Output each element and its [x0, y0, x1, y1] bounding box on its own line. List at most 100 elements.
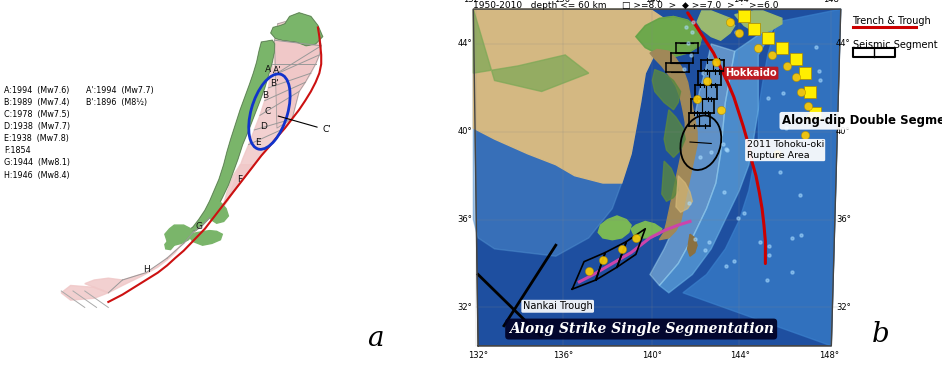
Point: [723, 19, 738, 25]
Polygon shape: [697, 11, 735, 40]
Point: [719, 146, 734, 152]
Text: H: H: [142, 265, 150, 273]
Point: [807, 111, 822, 116]
Text: 148°: 148°: [819, 351, 839, 360]
Point: [682, 201, 697, 206]
Point: [760, 36, 775, 41]
Polygon shape: [474, 9, 669, 183]
Point: [770, 151, 785, 157]
Polygon shape: [735, 11, 782, 33]
Point: [761, 243, 776, 249]
Point: [808, 44, 823, 50]
Text: Hokkaido: Hokkaido: [725, 68, 777, 78]
Polygon shape: [85, 229, 198, 293]
Point: [737, 14, 752, 19]
Point: [595, 257, 610, 263]
Polygon shape: [188, 231, 222, 245]
Text: C: C: [265, 107, 270, 116]
Point: [697, 247, 712, 253]
Point: [760, 37, 775, 43]
Polygon shape: [676, 176, 692, 212]
Text: 36°: 36°: [836, 215, 851, 224]
Point: [688, 236, 703, 242]
Text: G:1944  (Mw8.1): G:1944 (Mw8.1): [4, 158, 70, 168]
Text: 144°: 144°: [733, 0, 754, 4]
Point: [680, 40, 695, 46]
Text: Along Strike Single Segmentation: Along Strike Single Segmentation: [509, 322, 773, 336]
Point: [793, 89, 808, 94]
Text: A':1994  (Mw7.7): A':1994 (Mw7.7): [86, 86, 154, 95]
Point: [798, 132, 813, 138]
Polygon shape: [165, 241, 174, 250]
Point: [812, 77, 827, 83]
Polygon shape: [664, 110, 686, 157]
Polygon shape: [598, 216, 631, 240]
Point: [765, 52, 780, 58]
Polygon shape: [659, 22, 777, 293]
Text: a: a: [367, 325, 384, 352]
Point: [728, 29, 743, 35]
Text: 44°: 44°: [836, 40, 851, 48]
Text: □ >=8.0  >  ◆ >=7.0  >  ·  >=6.0: □ >=8.0 > ◆ >=7.0 > · >=6.0: [622, 1, 778, 10]
Point: [720, 147, 735, 153]
Point: [775, 90, 790, 96]
Text: 136°: 136°: [554, 0, 575, 4]
Polygon shape: [275, 18, 321, 128]
Text: 32°: 32°: [457, 303, 472, 312]
Polygon shape: [636, 16, 702, 57]
Point: [779, 126, 794, 131]
Polygon shape: [61, 285, 108, 300]
Polygon shape: [210, 201, 228, 223]
Text: 136°: 136°: [553, 351, 573, 360]
Point: [793, 232, 808, 238]
Point: [803, 114, 818, 120]
Text: A: A: [266, 65, 271, 74]
Point: [701, 239, 716, 245]
Point: [695, 70, 710, 75]
Text: b: b: [871, 321, 889, 348]
Text: Seismic Segment: Seismic Segment: [853, 40, 937, 50]
Point: [676, 66, 691, 72]
Point: [699, 78, 714, 83]
Text: Nankai Trough: Nankai Trough: [523, 301, 593, 311]
Point: [678, 24, 693, 30]
Text: B:1989  (Mw7.4): B:1989 (Mw7.4): [4, 98, 70, 107]
Point: [785, 235, 800, 241]
Point: [690, 96, 705, 102]
Point: [581, 268, 596, 274]
Point: [792, 192, 807, 198]
Text: 140°: 140°: [644, 0, 665, 4]
Text: 40°: 40°: [457, 127, 472, 136]
Polygon shape: [661, 161, 678, 201]
Polygon shape: [650, 49, 697, 240]
Point: [713, 107, 728, 113]
Text: B': B': [270, 79, 279, 88]
Text: B: B: [262, 92, 268, 100]
Point: [732, 30, 747, 36]
Text: 2011 Tohoku-oki
Rupture Area: 2011 Tohoku-oki Rupture Area: [746, 140, 824, 160]
Text: E:1938  (Mw7.8): E:1938 (Mw7.8): [4, 134, 69, 143]
Text: G: G: [195, 223, 203, 231]
Point: [628, 235, 643, 241]
Polygon shape: [474, 9, 840, 346]
Point: [704, 149, 719, 154]
Polygon shape: [228, 40, 321, 198]
Text: Trench & Trough: Trench & Trough: [853, 16, 932, 26]
Text: C': C': [278, 116, 332, 134]
Point: [759, 277, 774, 283]
Point: [708, 59, 723, 65]
Point: [785, 269, 800, 275]
Point: [684, 52, 699, 58]
Text: B':1896  (M8½): B':1896 (M8½): [86, 98, 147, 107]
Point: [685, 29, 700, 35]
Text: C:1978  (Mw7.5): C:1978 (Mw7.5): [4, 110, 70, 119]
Point: [692, 154, 707, 160]
Point: [686, 19, 701, 25]
Point: [812, 68, 827, 74]
Text: D: D: [260, 122, 268, 131]
Point: [798, 70, 813, 76]
Point: [737, 210, 752, 216]
Point: [762, 251, 777, 257]
Polygon shape: [222, 165, 254, 209]
Point: [717, 189, 732, 195]
